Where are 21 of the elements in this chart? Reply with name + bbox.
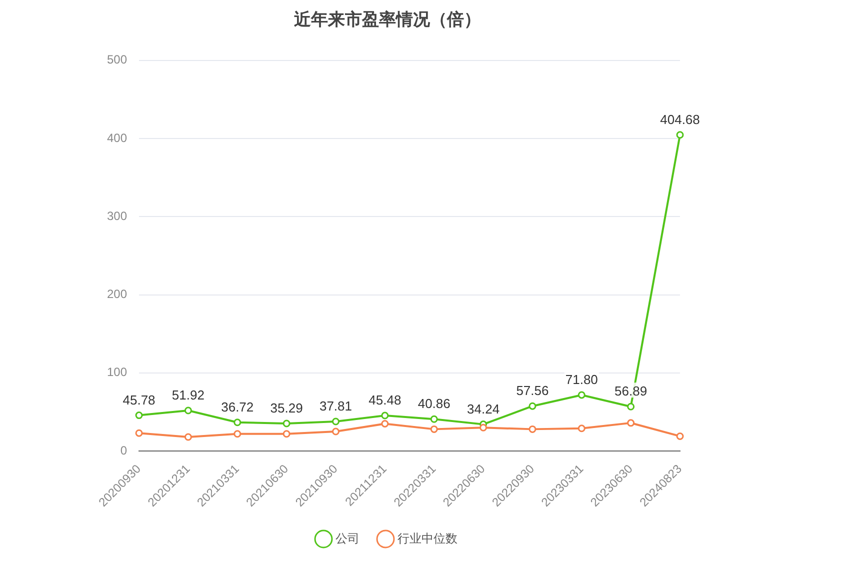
data-label: 57.56 (516, 383, 549, 398)
y-tick-label: 100 (106, 365, 128, 380)
data-label: 45.78 (122, 392, 156, 408)
data-label: 40.86 (418, 396, 450, 412)
y-tick-label: 400 (106, 130, 128, 145)
data-label: 56.89 (614, 384, 648, 399)
data-label: 404.68 (660, 112, 700, 127)
legend-label: 公司 (336, 531, 360, 546)
y-tick-label: 200 (106, 287, 128, 302)
y-tick-label: 500 (106, 52, 128, 67)
data-label: 35.29 (270, 400, 303, 416)
data-label: 45.48 (368, 392, 402, 408)
data-label: 37.81 (319, 398, 352, 414)
data-label: 36.72 (221, 399, 254, 414)
data-label: 51.92 (172, 388, 204, 403)
y-tick-label: 300 (106, 208, 128, 223)
y-tick-label: 0 (120, 443, 128, 458)
chart-title: 近年来市盈率情况（倍） (293, 10, 481, 29)
data-label: 71.80 (565, 372, 598, 388)
legend-label: 行业中位数 (398, 531, 458, 546)
data-label: 34.24 (467, 401, 500, 416)
